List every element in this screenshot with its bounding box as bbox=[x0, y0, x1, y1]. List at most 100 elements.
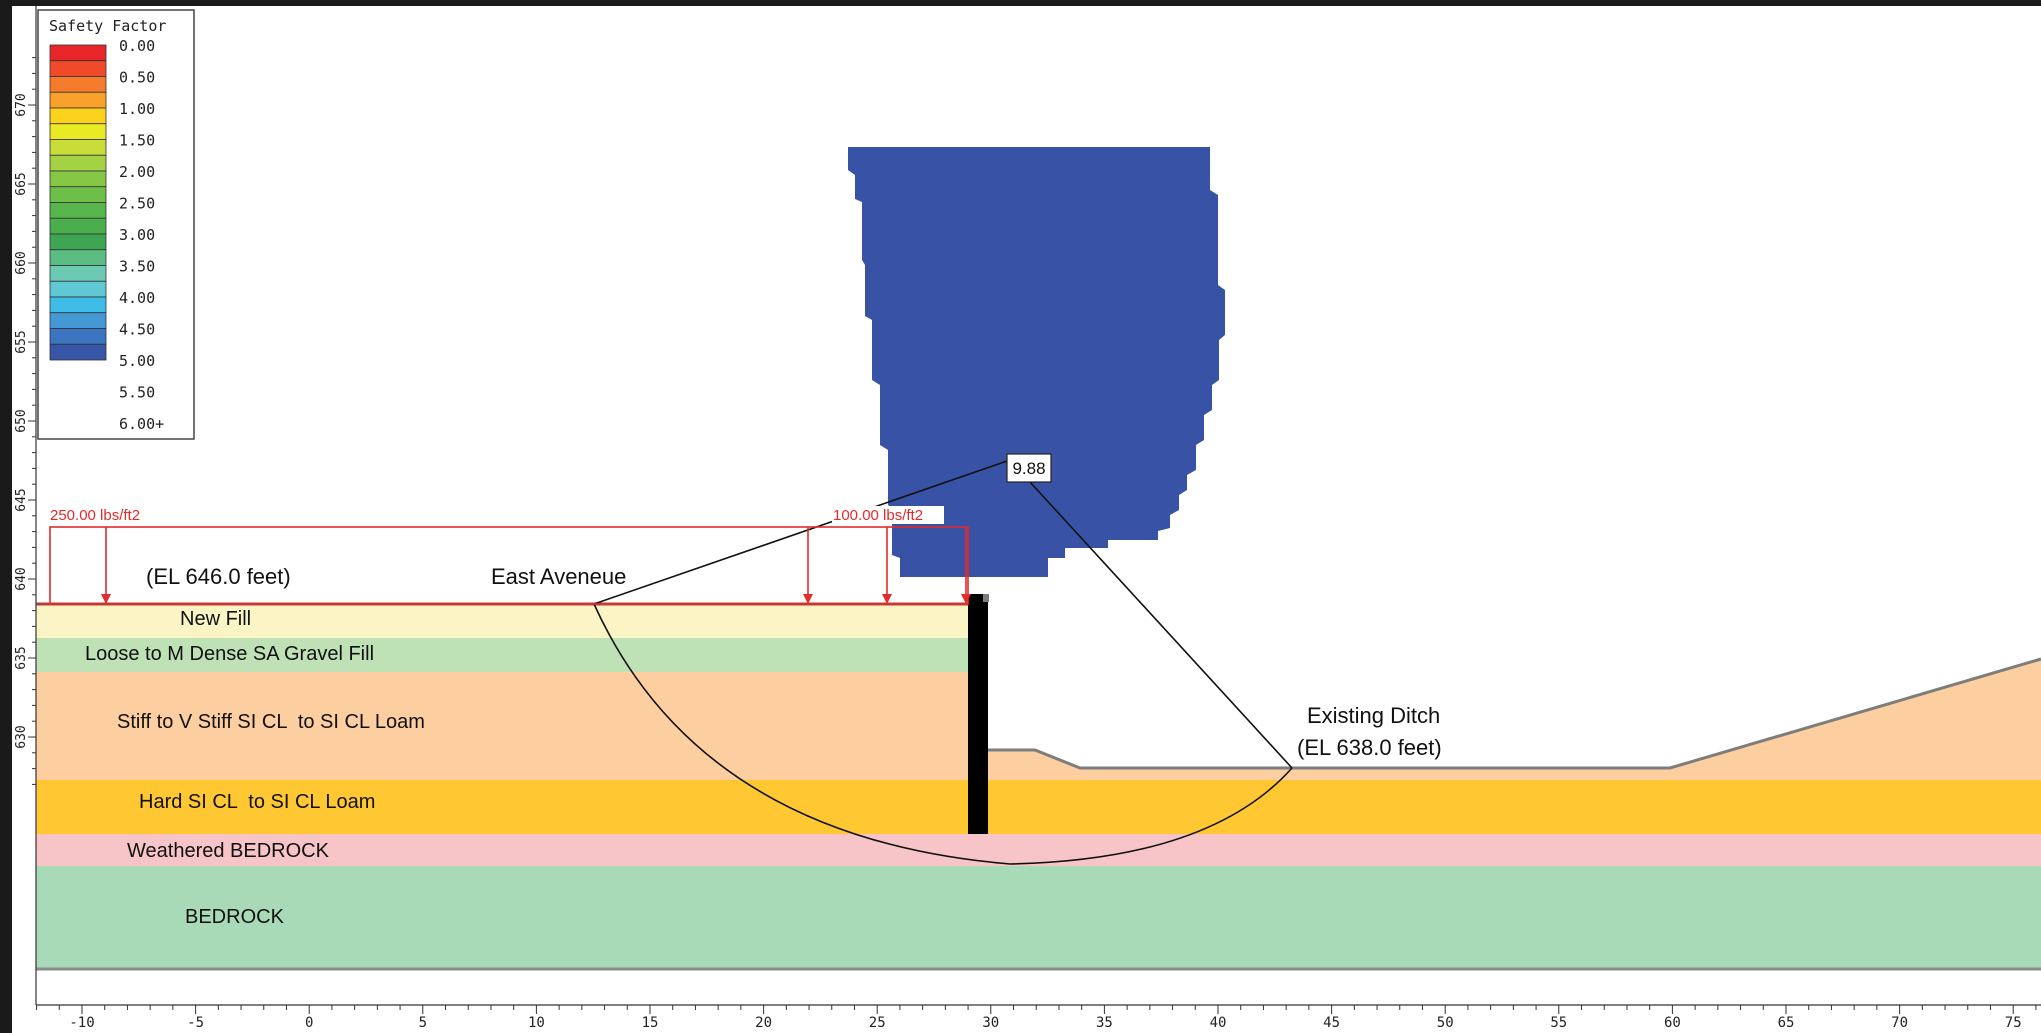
legend-swatch bbox=[49, 328, 107, 345]
legend-swatch bbox=[49, 123, 107, 140]
y-axis-tick-label: 660 bbox=[14, 251, 29, 274]
legend-title: Safety Factor bbox=[49, 17, 166, 35]
x-axis-tick-label: 15 bbox=[642, 1015, 659, 1031]
y-axis-tick-label: 635 bbox=[14, 646, 29, 669]
layer-label-gravel-fill: Loose to M Dense SA Gravel Fill bbox=[85, 643, 374, 665]
x-axis-tick-label: 5 bbox=[419, 1015, 427, 1031]
legend-tick-label: 3.50 bbox=[119, 258, 155, 276]
layer-stiff-clay bbox=[36, 659, 2041, 780]
load-label-250: 250.00 lbs/ft2 bbox=[50, 507, 140, 524]
frame-left-border bbox=[0, 0, 12, 1033]
x-axis-tick-labels: -10 -5 0 5 10 15 20 25 30 35 40 45 50 55 60 65 70 75 bbox=[69, 1015, 2021, 1031]
layer-label-weathered-bedrock: Weathered BEDROCK bbox=[127, 840, 330, 862]
x-axis-tick-label: 25 bbox=[869, 1015, 886, 1031]
x-axis-tick-label: 65 bbox=[1778, 1015, 1795, 1031]
layer-hard-clay bbox=[36, 780, 2041, 834]
legend-swatch bbox=[49, 265, 107, 282]
legend-tick-label: 0.50 bbox=[119, 69, 155, 87]
legend-swatch bbox=[49, 296, 107, 314]
frame-border bbox=[0, 0, 2041, 6]
legend-swatch bbox=[49, 280, 107, 298]
legend-swatch bbox=[49, 44, 107, 62]
legend-tick-label: 1.50 bbox=[119, 132, 155, 150]
legend-swatch bbox=[49, 154, 107, 172]
soil-layers bbox=[36, 596, 2041, 971]
legend-swatch bbox=[49, 186, 107, 203]
slip-circle-arc bbox=[593, 603, 1293, 865]
load-arrowhead-4 bbox=[961, 594, 971, 604]
elevation-646-label: (EL 646.0 feet) bbox=[146, 564, 291, 589]
retaining-wall-cap bbox=[983, 594, 989, 602]
legend-labels: 0.00 0.50 1.00 1.50 2.00 2.50 3.00 3.50 4.00 4.50… bbox=[119, 37, 164, 433]
layer-bedrock bbox=[36, 866, 2041, 969]
layer-label-bedrock: BEDROCK bbox=[185, 906, 285, 928]
legend-swatch bbox=[49, 202, 107, 219]
legend-tick-label: 3.00 bbox=[119, 226, 155, 244]
load-box bbox=[49, 526, 969, 605]
x-axis-tick-label: 20 bbox=[755, 1015, 772, 1031]
slip-surface bbox=[593, 459, 1293, 865]
y-axis-tick-label: 650 bbox=[14, 409, 29, 432]
x-axis-tick-label: 60 bbox=[1664, 1015, 1681, 1031]
x-axis-tick-label: -10 bbox=[69, 1015, 94, 1031]
safety-factor-region bbox=[848, 147, 1225, 577]
legend-swatch bbox=[49, 343, 107, 361]
legend-swatch bbox=[49, 60, 107, 77]
legend-tick-label: 5.00 bbox=[119, 352, 155, 370]
x-axis-tick-label: -5 bbox=[187, 1015, 204, 1031]
y-axis-tick-labels: 670 665 660 655 650 645 640 635 630 bbox=[14, 93, 29, 748]
x-axis-tick-label: 30 bbox=[982, 1015, 999, 1031]
x-axis-tick-label: 55 bbox=[1550, 1015, 1567, 1031]
y-axis-tick-label: 670 bbox=[14, 93, 29, 116]
y-axis-tick-label: 655 bbox=[14, 330, 29, 353]
x-axis-tick-label: 70 bbox=[1891, 1015, 1908, 1031]
x-axis-tick-label: 50 bbox=[1437, 1015, 1454, 1031]
legend-tick-label: 2.00 bbox=[119, 163, 155, 181]
x-axis-minor-ticks bbox=[36, 1005, 2037, 1014]
x-axis-tick-label: 0 bbox=[305, 1015, 313, 1031]
legend-swatch bbox=[49, 312, 107, 329]
legend-tick-label: 2.50 bbox=[119, 195, 155, 213]
y-axis-tick-label: 630 bbox=[14, 725, 29, 748]
legend-tick-label: 5.50 bbox=[119, 384, 155, 402]
layer-label-hard-clay: Hard SI CL to SI CL Loam bbox=[139, 791, 375, 813]
legend-swatches bbox=[49, 44, 107, 361]
load-label-100: 100.00 lbs/ft2 bbox=[833, 507, 923, 524]
layer-label-stiff-clay: Stiff to V Stiff SI CL to SI CL Loam bbox=[117, 711, 425, 733]
legend-swatch bbox=[49, 233, 107, 251]
legend-swatch bbox=[49, 170, 107, 188]
retaining-wall bbox=[968, 594, 988, 834]
east-avenue-label: East Aveneue bbox=[491, 564, 626, 589]
y-axis-tick-label: 665 bbox=[14, 172, 29, 195]
load-arrowhead-2 bbox=[803, 594, 813, 604]
x-axis-tick-label: 40 bbox=[1210, 1015, 1227, 1031]
legend-swatch bbox=[49, 217, 107, 235]
y-axis: 670 665 660 655 650 645 640 635 630 bbox=[14, 6, 37, 1005]
legend-tick-label: 1.00 bbox=[119, 100, 155, 118]
safety-factor-value: 9.88 bbox=[1012, 459, 1045, 478]
legend-swatch bbox=[49, 139, 107, 156]
existing-ditch-label: Existing Ditch bbox=[1307, 703, 1440, 728]
elevation-638-label: (EL 638.0 feet) bbox=[1297, 735, 1442, 760]
x-axis-tick-label: 75 bbox=[2005, 1015, 2022, 1031]
load-label-100-bg bbox=[832, 506, 944, 524]
x-axis-tick-label: 35 bbox=[1096, 1015, 1113, 1031]
distributed-loads bbox=[49, 526, 971, 605]
y-axis-tick-label: 645 bbox=[14, 488, 29, 511]
legend-tick-label: 4.50 bbox=[119, 321, 155, 339]
layer-label-new-fill: New Fill bbox=[180, 608, 251, 630]
slip-radius-left bbox=[593, 459, 1011, 605]
legend-tick-label: 6.00+ bbox=[119, 415, 164, 433]
x-axis: -10 -5 0 5 10 15 20 25 30 35 40 45 50 55 60 65 70 75 bbox=[36, 1004, 2041, 1031]
load-arrowhead-3 bbox=[882, 594, 892, 604]
x-axis-tick-label: 10 bbox=[528, 1015, 545, 1031]
load-arrowhead-1 bbox=[101, 594, 111, 604]
y-axis-tick-label: 640 bbox=[14, 567, 29, 590]
legend-swatch bbox=[49, 76, 107, 93]
safety-factor-legend: Safety Factor 0.00 0.50 1.00 1.50 2.00 2.50 3.… bbox=[37, 9, 195, 440]
legend-tick-label: 0.00 bbox=[119, 37, 155, 55]
legend-swatch bbox=[49, 107, 107, 125]
y-axis-minor-ticks bbox=[28, 57, 36, 785]
layer-weathered-bedrock bbox=[36, 834, 2041, 866]
